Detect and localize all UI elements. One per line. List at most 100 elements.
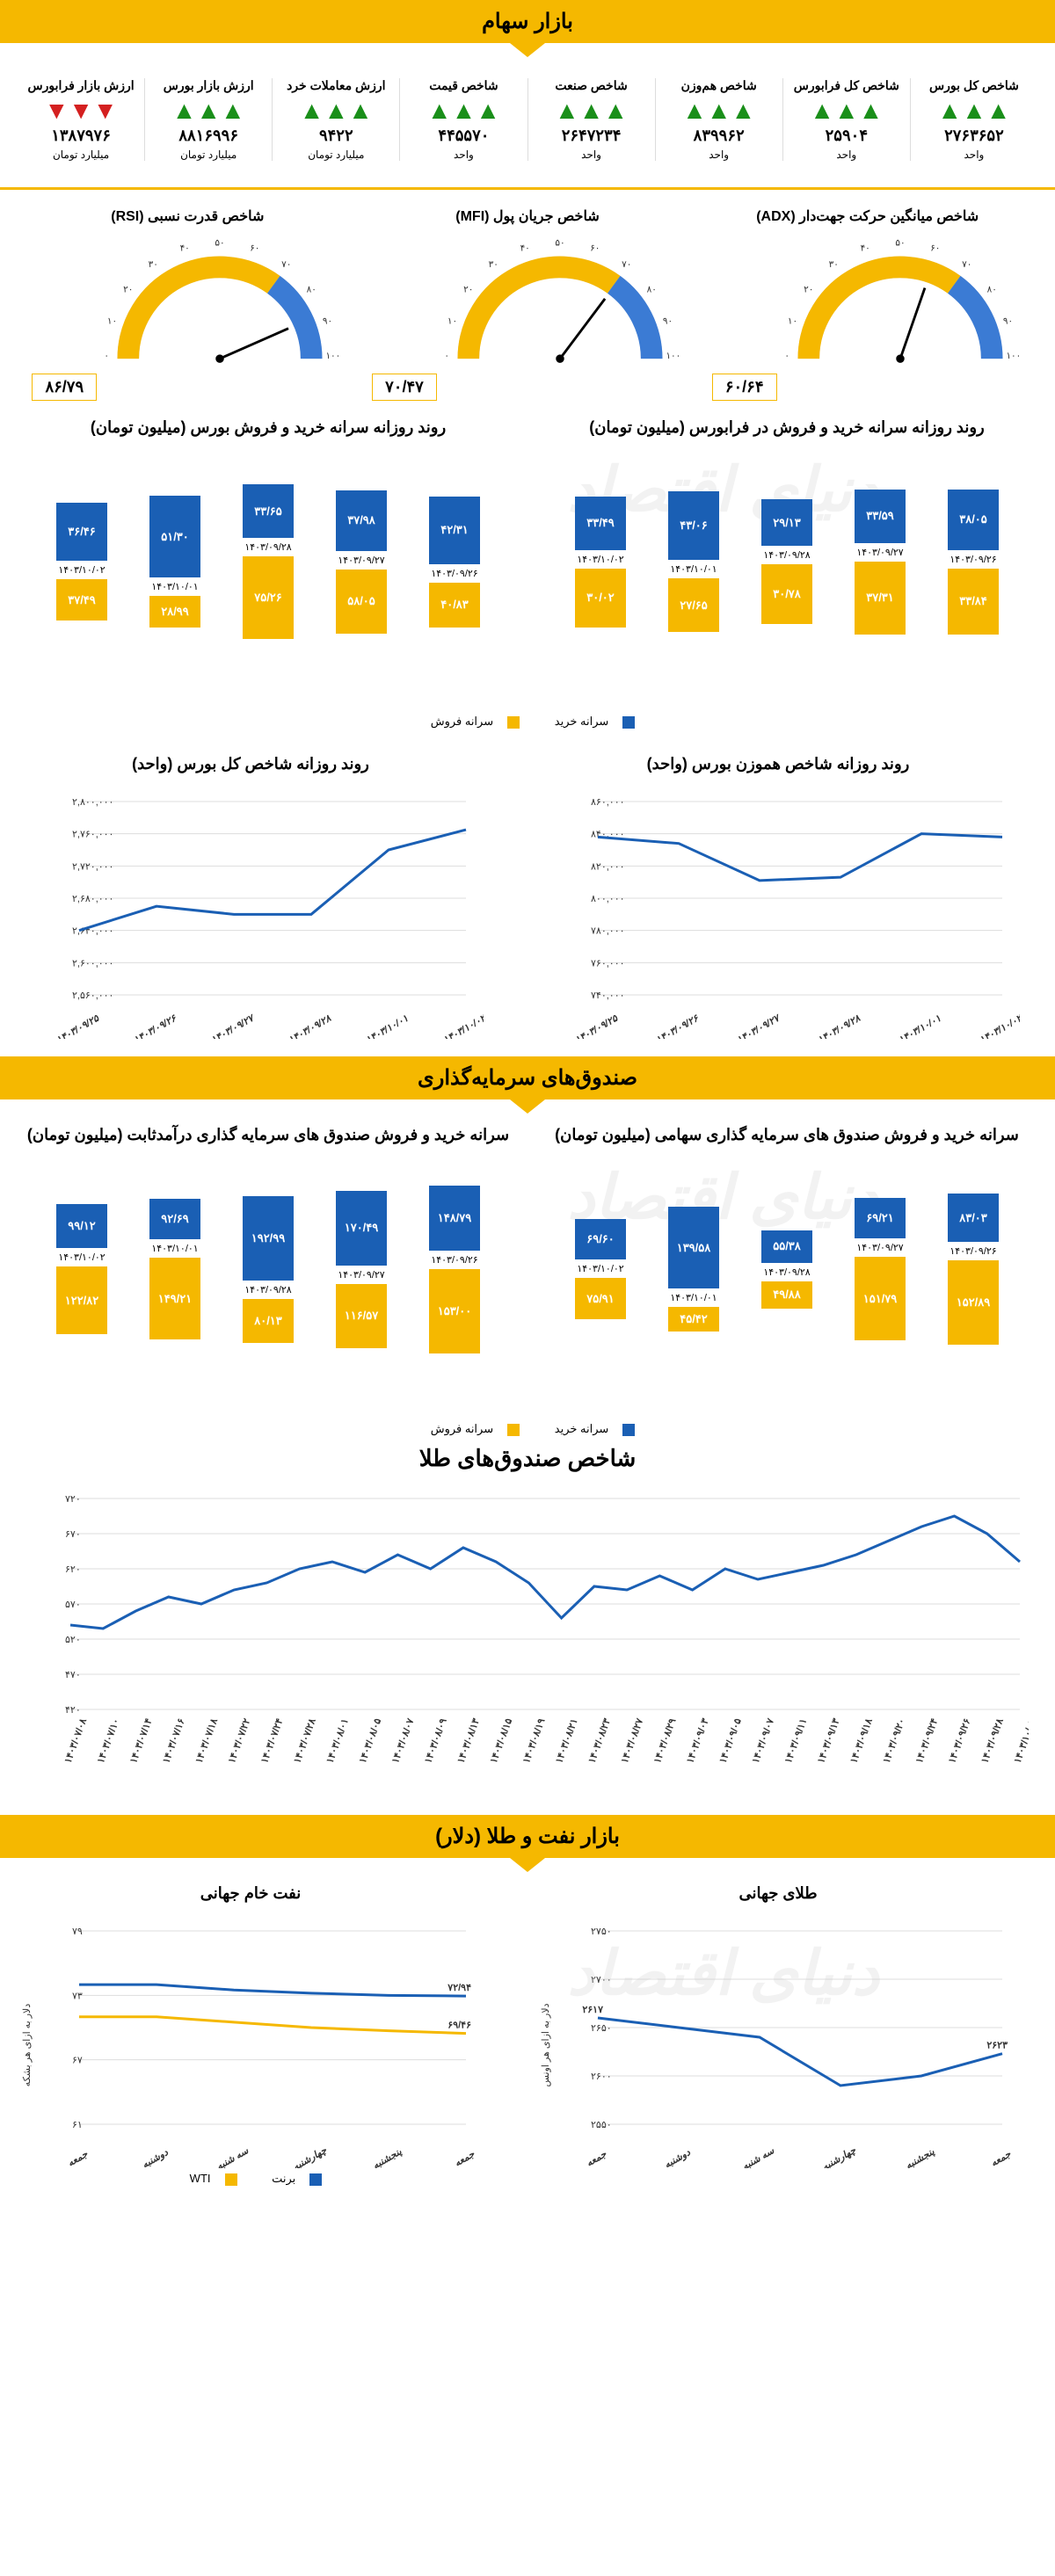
bar-buy: ۳۷/۹۸ xyxy=(336,490,387,551)
bar-date: ۱۴۰۳/۰۹/۲۸ xyxy=(763,1266,810,1278)
svg-text:۱۴۰۳/۰۹/۰۵: ۱۴۰۳/۰۹/۰۵ xyxy=(717,1717,744,1765)
svg-text:۱۴۰۳/۰۸/۰۱: ۱۴۰۳/۰۸/۰۱ xyxy=(324,1717,351,1765)
bar-group: ۳۸/۰۵ ۱۴۰۳/۰۹/۲۶ ۳۳/۸۴ xyxy=(927,490,1020,635)
kpi-card: شاخص کل بورس ▲▲▲ ۲۷۶۳۶۵۲ واحد xyxy=(910,78,1037,161)
bar-date: ۱۴۰۳/۰۹/۲۷ xyxy=(338,555,384,566)
svg-text:۱۴۰۳/۰۸/۲۳: ۱۴۰۳/۰۸/۲۳ xyxy=(586,1717,613,1765)
chart-title-fund-fixed: سرانه خرید و فروش صندوق های سرمایه گذاری… xyxy=(26,1126,510,1144)
bar-date: ۱۴۰۳/۱۰/۰۱ xyxy=(151,1243,198,1254)
svg-text:۶۷: ۶۷ xyxy=(72,2056,83,2066)
bar-sell: ۷۵/۹۱ xyxy=(575,1278,626,1319)
section-header-funds: صندوق‌های سرمایه‌گذاری xyxy=(0,1056,1055,1099)
barchart-fund-equity: ۸۳/۰۳ ۱۴۰۳/۰۹/۲۶ ۱۵۲/۸۹۶۹/۲۱ ۱۴۰۳/۰۹/۲۷ … xyxy=(545,1155,1029,1383)
gauge-title: شاخص میانگین حرکت جهت‌دار (ADX) xyxy=(697,207,1037,225)
svg-text:۴۲۰: ۴۲۰ xyxy=(65,1705,81,1716)
svg-text:۸۰۰,۰۰۰: ۸۰۰,۰۰۰ xyxy=(591,894,625,904)
svg-text:۰: ۰ xyxy=(105,352,110,361)
linechart-gold-index: ۴۲۰۴۷۰۵۲۰۵۷۰۶۲۰۶۷۰۷۲۰۱۴۰۳/۰۷/۰۸۱۴۰۳/۰۷/۱… xyxy=(26,1490,1029,1789)
svg-text:۱۰۰: ۱۰۰ xyxy=(666,352,680,361)
svg-text:۱۴۰۳/۱۰/۰۲: ۱۴۰۳/۱۰/۰۲ xyxy=(978,1012,1020,1039)
section-header-stock: بازار سهام xyxy=(0,0,1055,43)
chart-title-fund-equity: سرانه خرید و فروش صندوق های سرمایه گذاری… xyxy=(545,1126,1029,1144)
legend-wti: WTI xyxy=(190,2172,211,2185)
svg-text:۳۰: ۳۰ xyxy=(828,260,838,270)
svg-text:جمعه: جمعه xyxy=(453,2149,477,2168)
kpi-unit: واحد xyxy=(535,149,648,161)
bar-date: ۱۴۰۳/۱۰/۰۱ xyxy=(670,1292,717,1303)
bar-group: ۲۹/۱۳ ۱۴۰۳/۰۹/۲۸ ۳۰/۷۸ xyxy=(740,499,833,624)
svg-text:۱۴۰۳/۱۰/۰۲: ۱۴۰۳/۱۰/۰۲ xyxy=(1013,1717,1029,1765)
bar-buy: ۱۹۲/۹۹ xyxy=(243,1196,294,1281)
legend-buy-2: سرانه خرید xyxy=(555,1422,609,1435)
kpi-unit: میلیارد تومان xyxy=(280,149,392,161)
chart-title-farabourse-daily: روند روزانه سرانه خرید و فروش در فرابورس… xyxy=(545,418,1029,437)
legend-sell: سرانه فروش xyxy=(431,715,493,728)
svg-text:۰: ۰ xyxy=(444,352,449,361)
svg-text:۸۶۰,۰۰۰: ۸۶۰,۰۰۰ xyxy=(591,797,625,808)
svg-text:۱۴۰۳/۰۷/۱۸: ۱۴۰۳/۰۷/۱۸ xyxy=(194,1717,221,1765)
svg-text:۱۴۰۳/۰۹/۲۶: ۱۴۰۳/۰۹/۲۶ xyxy=(132,1012,178,1039)
svg-text:۱۴۰۳/۰۹/۲۷: ۱۴۰۳/۰۹/۲۷ xyxy=(209,1012,257,1039)
bar-buy: ۳۳/۵۹ xyxy=(855,490,906,543)
svg-text:پنجشنبه: پنجشنبه xyxy=(904,2146,937,2168)
bar-date: ۱۴۰۳/۰۹/۲۸ xyxy=(244,541,291,553)
svg-text:۷۳: ۷۳ xyxy=(72,1991,83,2001)
svg-text:۱۴۰۳/۰۷/۰۸: ۱۴۰۳/۰۷/۰۸ xyxy=(63,1717,90,1765)
kpi-card: شاخص هم‌وزن ▲▲▲ ۸۳۹۹۶۲ واحد xyxy=(655,78,782,161)
kpi-value: ۲۶۴۷۲۳۴ xyxy=(535,127,648,145)
svg-text:۱۴۰۳/۰۹/۲۸: ۱۴۰۳/۰۹/۲۸ xyxy=(816,1013,862,1039)
svg-text:۸۰: ۸۰ xyxy=(646,285,656,294)
svg-text:۲۰: ۲۰ xyxy=(123,285,133,294)
bar-date: ۱۴۰۳/۰۹/۲۷ xyxy=(856,547,903,558)
kpi-card: ارزش بازار فرابورس ▼▼▼ ۱۳۸۷۹۷۶ میلیارد ت… xyxy=(18,78,144,161)
legend-buy: سرانه خرید xyxy=(555,715,609,728)
svg-text:۴۷۰: ۴۷۰ xyxy=(65,1670,81,1680)
kpi-value: ۲۵۹۰۴ xyxy=(790,127,903,145)
svg-text:۱۴۰۳/۰۹/۱۸: ۱۴۰۳/۰۹/۱۸ xyxy=(848,1717,875,1765)
svg-text:۶۹/۴۶: ۶۹/۴۶ xyxy=(447,2021,471,2031)
svg-text:چهارشنبه: چهارشنبه xyxy=(291,2144,330,2168)
bar-sell: ۴۰/۸۳ xyxy=(429,583,480,628)
svg-text:جمعه: جمعه xyxy=(66,2149,91,2168)
kpi-title: ارزش بازار فرابورس xyxy=(25,78,137,93)
kpi-value: ۴۴۵۵۷۰ xyxy=(407,127,520,145)
kpi-value: ۹۴۲۲ xyxy=(280,127,392,145)
bar-buy: ۱۴۸/۷۹ xyxy=(429,1186,480,1251)
gauges-row: شاخص میانگین حرکت جهت‌دار (ADX)۰۱۰۲۰۳۰۴۰… xyxy=(0,207,1055,418)
kpi-arrow-up-icon: ▲▲▲ xyxy=(663,98,775,123)
svg-text:۱۴۰۳/۰۸/۲۹: ۱۴۰۳/۰۸/۲۹ xyxy=(652,1717,679,1765)
svg-text:۱۴۰۳/۰۸/۲۱: ۱۴۰۳/۰۸/۲۱ xyxy=(554,1717,580,1765)
kpi-value: ۲۷۶۳۶۵۲ xyxy=(918,127,1030,145)
bar-sell: ۱۱۶/۵۷ xyxy=(336,1284,387,1348)
svg-text:۱۴۰۳/۱۰/۰۱: ۱۴۰۳/۱۰/۰۱ xyxy=(364,1013,410,1039)
bar-buy: ۵۱/۳۰ xyxy=(149,496,200,577)
kpi-card: شاخص قیمت ▲▲▲ ۴۴۵۵۷۰ واحد xyxy=(399,78,527,161)
svg-text:سه شنبه: سه شنبه xyxy=(740,2145,776,2168)
kpi-row: شاخص کل بورس ▲▲▲ ۲۷۶۳۶۵۲ واحدشاخص کل فرا… xyxy=(0,69,1055,190)
linechart-total: ۲,۵۶۰,۰۰۰۲,۶۰۰,۰۰۰۲,۶۴۰,۰۰۰۲,۶۸۰,۰۰۰۲,۷۲… xyxy=(9,784,492,1030)
bar-buy: ۳۳/۴۹ xyxy=(575,497,626,550)
svg-text:دوشنبه: دوشنبه xyxy=(141,2147,171,2168)
svg-text:۶۷۰: ۶۷۰ xyxy=(65,1529,81,1540)
kpi-arrow-up-icon: ▲▲▲ xyxy=(790,98,903,123)
gauge-title: شاخص جریان پول (MFI) xyxy=(358,207,698,225)
svg-text:۷۲۰: ۷۲۰ xyxy=(65,1494,81,1505)
svg-text:۹۰: ۹۰ xyxy=(323,316,332,326)
svg-text:۲۷۵۰: ۲۷۵۰ xyxy=(591,1927,612,1937)
bar-date: ۱۴۰۳/۱۰/۰۲ xyxy=(577,1263,623,1274)
bar-group: ۴۳/۰۶ ۱۴۰۳/۱۰/۰۱ ۲۷/۶۵ xyxy=(647,491,740,632)
svg-text:۵۰: ۵۰ xyxy=(215,238,225,248)
bar-date: ۱۴۰۳/۰۹/۲۸ xyxy=(244,1284,291,1295)
svg-text:۲,۸۰۰,۰۰۰: ۲,۸۰۰,۰۰۰ xyxy=(72,797,113,808)
svg-text:۲,۷۶۰,۰۰۰: ۲,۷۶۰,۰۰۰ xyxy=(72,830,113,840)
svg-text:۱۰۰: ۱۰۰ xyxy=(1006,352,1021,361)
chart-title-gold-index: شاخص صندوق‌های طلا xyxy=(26,1445,1029,1472)
kpi-value: ۸۳۹۹۶۲ xyxy=(663,127,775,145)
bar-sell: ۲۸/۹۹ xyxy=(149,596,200,628)
svg-text:۷۰: ۷۰ xyxy=(962,260,971,270)
kpi-value: ۱۳۸۷۹۷۶ xyxy=(25,127,137,145)
bar-group: ۱۹۲/۹۹ ۱۴۰۳/۰۹/۲۸ ۸۰/۱۳ xyxy=(222,1196,315,1343)
bar-group: ۱۷۰/۴۹ ۱۴۰۳/۰۹/۲۷ ۱۱۶/۵۷ xyxy=(315,1191,408,1348)
legend-buy-sell: سرانه خرید سرانه فروش xyxy=(0,715,1055,729)
svg-text:۵۷۰: ۵۷۰ xyxy=(65,1600,81,1610)
